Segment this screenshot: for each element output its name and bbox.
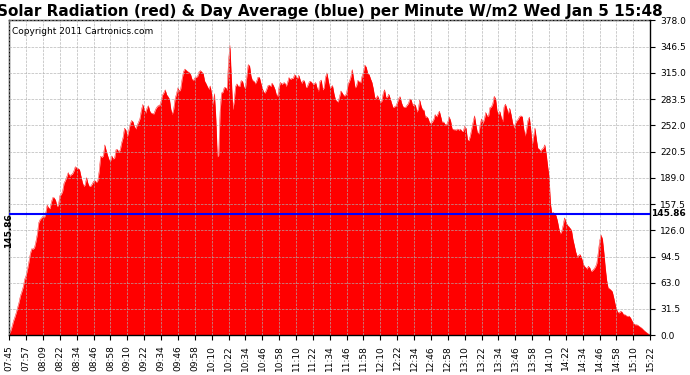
Text: 145.86: 145.86 [651,209,686,218]
Text: 145.86: 145.86 [4,214,13,249]
Text: Copyright 2011 Cartronics.com: Copyright 2011 Cartronics.com [12,27,154,36]
Title: Solar Radiation (red) & Day Average (blue) per Minute W/m2 Wed Jan 5 15:48: Solar Radiation (red) & Day Average (blu… [0,4,662,19]
